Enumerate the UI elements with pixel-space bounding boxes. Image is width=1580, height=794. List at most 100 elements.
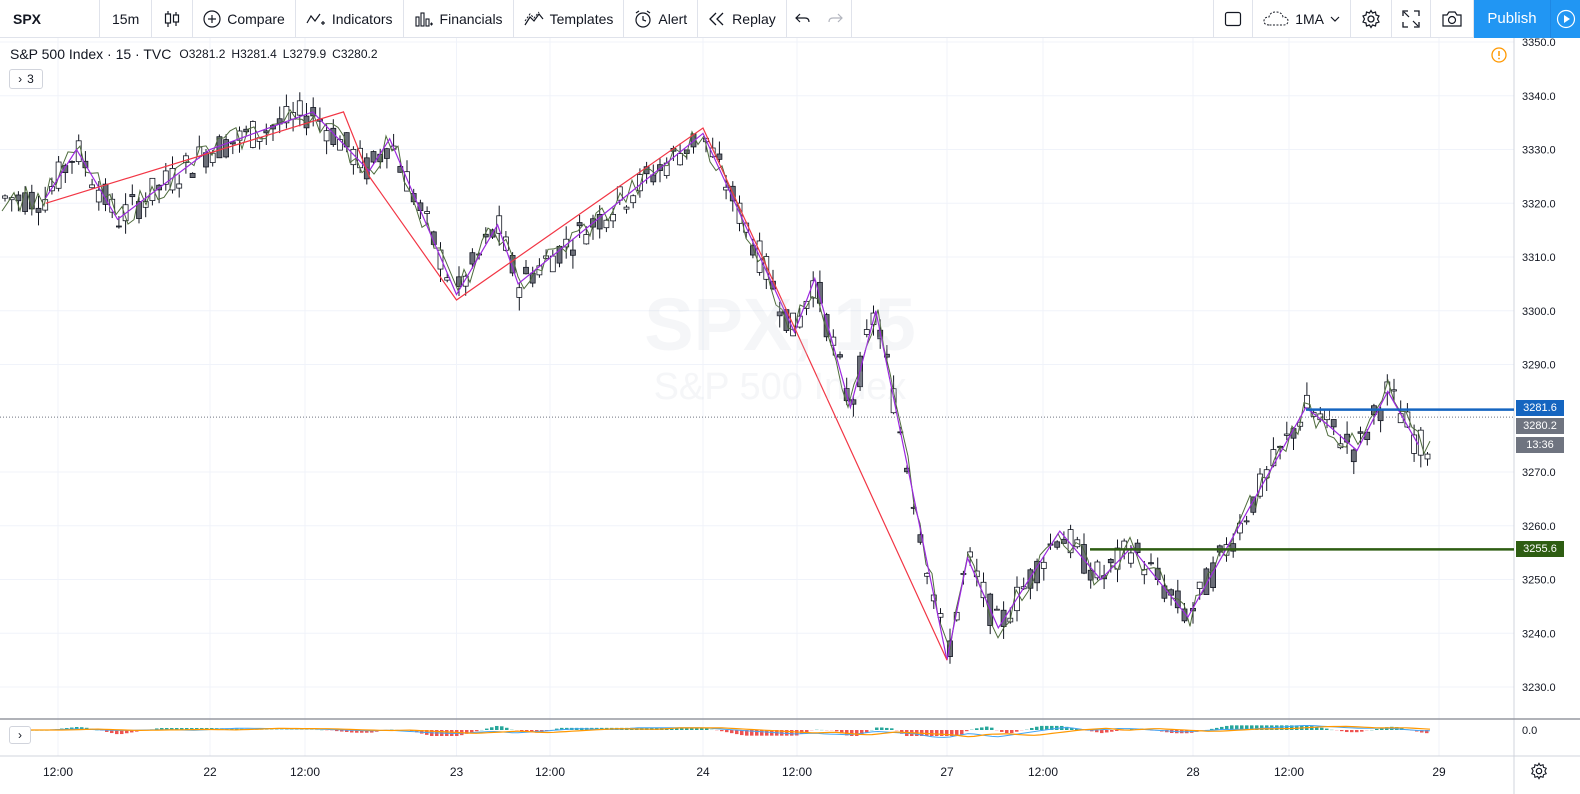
price-tick-label: 3290.0: [1522, 360, 1556, 372]
macd-histogram-bar: [300, 729, 304, 730]
publish-menu-button[interactable]: [1550, 0, 1580, 38]
candle-up: [630, 195, 637, 204]
price-tick-label: 3300.0: [1522, 306, 1556, 318]
layout-button[interactable]: 1MA: [1253, 0, 1351, 38]
macd-line: [20, 725, 1430, 738]
symbol-search[interactable]: SPX: [0, 0, 100, 38]
candle-down: [469, 252, 476, 265]
macd-histogram-bar: [490, 727, 494, 730]
plus-circle-icon: [203, 9, 221, 28]
financials-button[interactable]: Financials: [404, 0, 514, 38]
price-tick-label: 3330.0: [1522, 145, 1556, 157]
compare-button[interactable]: Compare: [193, 0, 296, 38]
macd-histogram-bar: [285, 729, 289, 730]
candle-down: [229, 141, 236, 145]
templates-button[interactable]: Templates: [514, 0, 625, 38]
macd-histogram-bar: [325, 730, 329, 731]
redo-button[interactable]: [819, 0, 852, 38]
undo-button[interactable]: [787, 0, 819, 38]
macd-histogram-bar: [690, 727, 694, 730]
macd-histogram-bar: [1105, 730, 1109, 733]
macd-histogram-bar: [785, 730, 789, 736]
candle-down: [823, 314, 830, 338]
macd-histogram-bar: [265, 729, 269, 730]
chart-canvas[interactable]: 3350.03340.03330.03320.03310.03300.03290…: [0, 38, 1580, 794]
macd-histogram-bar: [270, 729, 274, 730]
replay-button[interactable]: Replay: [698, 0, 787, 38]
macd-histogram-bar: [370, 730, 374, 733]
zigzag-purple-line: [45, 111, 1420, 661]
macd-histogram-bar: [1230, 725, 1234, 730]
macd-histogram-bar: [305, 729, 309, 730]
macd-histogram-bar: [985, 726, 989, 730]
time-tick-label: 12:00: [1274, 765, 1304, 779]
snapshot-button[interactable]: [1431, 0, 1474, 38]
macd-histogram-bar: [1340, 730, 1344, 732]
candles-icon: [165, 10, 180, 27]
candle-down: [1377, 409, 1384, 422]
select-area-button[interactable]: [1213, 0, 1254, 38]
warning-icon[interactable]: [1491, 47, 1507, 68]
macd-histogram-bar: [295, 729, 299, 730]
macd-histogram-bar: [950, 730, 954, 736]
macd-histogram-bar: [1315, 726, 1319, 730]
alert-button[interactable]: Alert: [624, 0, 699, 38]
macd-histogram-bar: [555, 728, 559, 730]
macd-histogram-bar: [1030, 727, 1034, 730]
macd-histogram-bar: [755, 730, 759, 736]
macd-histogram-bar: [130, 730, 134, 733]
macd-histogram-bar: [675, 727, 679, 730]
macd-histogram-bar: [1370, 729, 1374, 731]
price-tick-label: 3350.0: [1522, 38, 1556, 49]
legend-title[interactable]: S&P 500 Index · 15 · TVC: [10, 46, 172, 62]
indicator-expand-button[interactable]: ›: [9, 726, 31, 744]
macd-histogram-bar: [1065, 726, 1069, 730]
macd-histogram-bar: [1225, 725, 1229, 730]
settings-button[interactable]: [1351, 0, 1392, 38]
macd-histogram-bar: [1360, 730, 1364, 732]
legend-ohlc: O3281.2 H3281.4 L3279.9 C3280.2: [179, 47, 377, 61]
candle-up: [603, 219, 610, 229]
redo-icon: [828, 13, 843, 22]
macd-histogram-bar: [940, 730, 944, 736]
candle-down: [1000, 609, 1007, 627]
price-tick-label: 3240.0: [1522, 628, 1556, 640]
candle-up: [1404, 411, 1411, 428]
candle-down: [482, 233, 489, 238]
macd-histogram-bar: [1290, 725, 1294, 730]
macd-signal-line: [20, 725, 1431, 738]
candle-up: [95, 189, 102, 203]
macd-histogram-bar: [165, 728, 169, 730]
macd-histogram-bar: [850, 730, 854, 736]
gear-icon: [1362, 8, 1380, 29]
price-tick-label: 3270.0: [1522, 467, 1556, 479]
macd-histogram-bar: [705, 728, 709, 730]
macd-histogram-bar: [365, 730, 369, 733]
alert-label: Alert: [658, 10, 688, 27]
macd-histogram-bar: [1115, 730, 1119, 732]
macd-histogram-bar: [485, 728, 489, 730]
legend-collapse-button[interactable]: › 3: [9, 69, 43, 89]
macd-histogram-bar: [835, 730, 839, 732]
candle-up: [323, 130, 330, 142]
publish-button[interactable]: Publish: [1474, 0, 1550, 38]
macd-histogram-bar: [120, 730, 124, 735]
interval-button[interactable]: 15m: [100, 0, 153, 38]
chart-legend: S&P 500 Index · 15 · TVC O3281.2 H3281.4…: [10, 46, 378, 62]
macd-histogram-bar: [1320, 727, 1324, 730]
chart-type-button[interactable]: [152, 0, 194, 38]
macd-histogram-bar: [1345, 730, 1349, 733]
macd-histogram-bar: [685, 727, 689, 730]
indicators-button[interactable]: Indicators: [296, 0, 404, 38]
macd-histogram-bar: [75, 727, 79, 730]
candle-down: [1210, 562, 1216, 588]
chart-settings-gear-icon[interactable]: [1530, 762, 1548, 785]
candle-down: [596, 213, 603, 230]
candle-up: [162, 170, 169, 185]
replay-label: Replay: [732, 10, 776, 27]
macd-histogram-bar: [475, 730, 479, 732]
candle-down: [523, 266, 529, 275]
candle-up: [1243, 520, 1250, 523]
macd-histogram-bar: [1355, 730, 1359, 733]
fullscreen-button[interactable]: [1392, 0, 1431, 38]
